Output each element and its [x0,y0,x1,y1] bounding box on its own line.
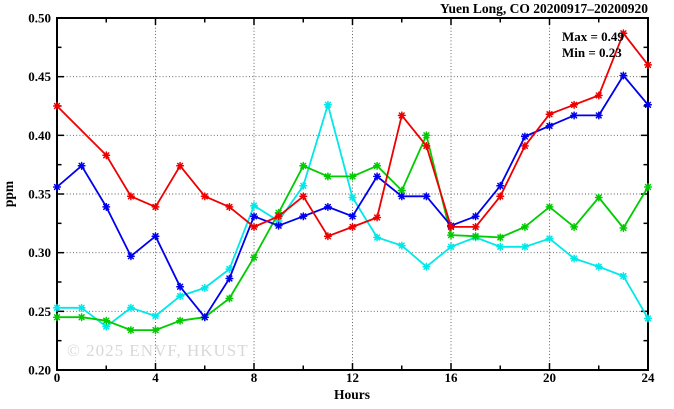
x-tick-label-4: 4 [152,370,159,385]
chart-title: Yuen Long, CO 20200917–20200920 [440,1,648,16]
annotation-max: Max = 0.49 [562,29,624,44]
y-tick-label-0.45: 0.45 [28,69,51,84]
x-tick-label-20: 20 [543,370,556,385]
x-tick-label-24: 24 [642,370,656,385]
x-axis-label: Hours [334,387,370,402]
annotation-min: Min = 0.23 [562,45,622,60]
series-red-markers [52,29,653,241]
x-tick-label-12: 12 [346,370,359,385]
x-tick-label-8: 8 [251,370,258,385]
plot-area: 0 4 8 12 16 20 24 0.20 0.25 0.30 0.35 0.40 0.45 0.50 [28,11,655,386]
y-tick-label-0.30: 0.30 [28,245,51,260]
series-red-line [56,32,649,238]
x-tick-label-0: 0 [54,370,61,385]
y-tick-label-0.20: 0.20 [28,363,51,378]
y-axis-label: ppm [1,180,16,207]
y-tick-label-0.50: 0.50 [28,11,51,26]
watermark: © 2025 ENVF, HKUST [67,341,249,360]
x-tick-label-16: 16 [445,370,459,385]
y-tick-label-0.40: 0.40 [28,128,51,143]
y-tick-label-0.35: 0.35 [28,187,51,202]
y-tick-label-0.25: 0.25 [28,304,51,319]
series-cyan-markers [52,100,653,331]
series-green-markers [52,131,653,335]
